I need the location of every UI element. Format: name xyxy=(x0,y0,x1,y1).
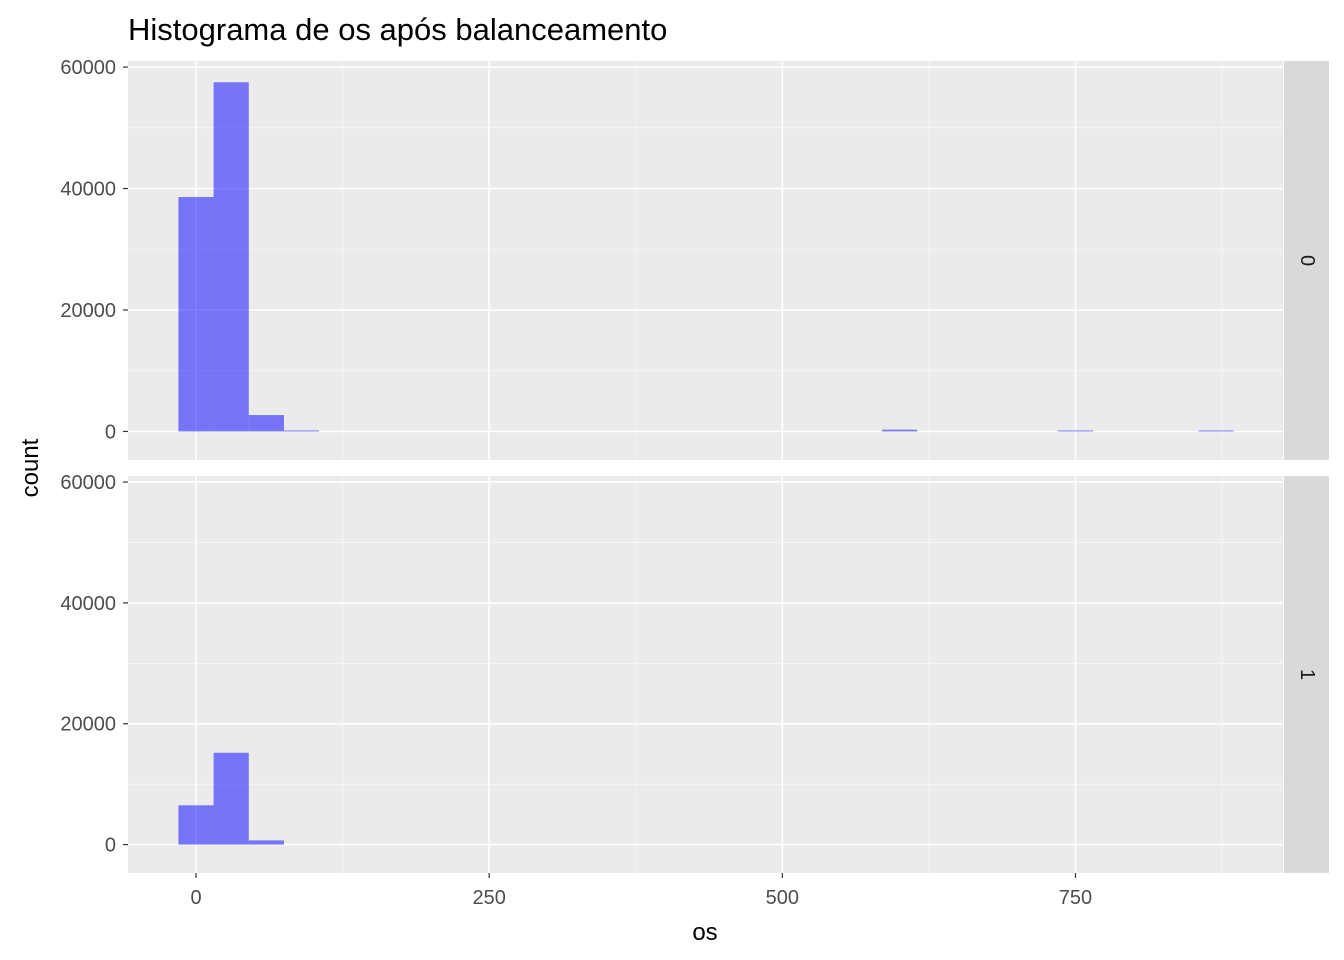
facet-panel-1: 0 20000 40000 60000 1 xyxy=(60,472,1329,873)
y-tick-label: 40000 xyxy=(60,179,116,201)
x-tick-label: 250 xyxy=(472,887,505,909)
facet-strip xyxy=(1284,476,1329,873)
x-axis: 0 250 500 750 xyxy=(190,873,1092,909)
histogram-bar xyxy=(881,429,918,432)
facet-panel-0: 0 20000 40000 60000 0 xyxy=(60,57,1329,460)
y-tick-label: 0 xyxy=(105,421,116,443)
histogram-bar xyxy=(1057,430,1094,432)
histogram-bar xyxy=(178,197,214,432)
x-axis-title: os xyxy=(692,919,717,946)
histogram-bar xyxy=(213,82,249,432)
histogram-bar xyxy=(248,415,284,432)
x-tick-label: 0 xyxy=(190,887,201,909)
x-tick-label: 750 xyxy=(1059,887,1092,909)
facet-panels: 0 20000 40000 60000 0 0 20000 40000 60000 1 0 250 50… xyxy=(60,57,1329,909)
x-tick-label: 500 xyxy=(766,887,799,909)
y-tick-label: 0 xyxy=(105,835,116,857)
facet-strip xyxy=(1284,61,1329,460)
chart-title: Histograma de os após balanceamento xyxy=(128,12,667,47)
y-tick-label: 60000 xyxy=(60,57,116,79)
y-tick-label: 20000 xyxy=(60,714,116,736)
y-tick-label: 40000 xyxy=(60,593,116,615)
histogram-bar xyxy=(283,430,320,432)
histogram-bar xyxy=(213,752,249,845)
y-tick-label: 20000 xyxy=(60,300,116,322)
facet-strip-label: 1 xyxy=(1296,669,1318,680)
histogram-bar xyxy=(178,805,214,845)
panel-background xyxy=(128,476,1283,873)
facet-strip-label: 0 xyxy=(1296,255,1318,266)
y-axis-title: count xyxy=(17,438,44,497)
histogram-bar xyxy=(1198,430,1234,432)
y-tick-label: 60000 xyxy=(60,472,116,494)
histogram-bar xyxy=(248,840,284,845)
panel-background xyxy=(128,61,1283,460)
